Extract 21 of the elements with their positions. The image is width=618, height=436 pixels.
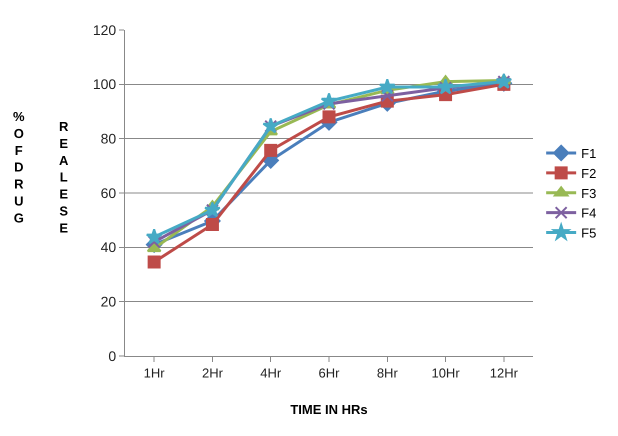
y-tick-label: 40: [100, 239, 116, 256]
x-tick-label: 1Hr: [144, 366, 166, 381]
y-tick-label: 20: [100, 294, 116, 310]
legend-label: F4: [581, 206, 596, 221]
legend-label: F3: [581, 186, 596, 201]
x-tick-label: 12Hr: [490, 366, 519, 381]
x-tick-label: 10Hr: [431, 366, 460, 381]
x-tick-label: 6Hr: [318, 366, 340, 381]
y-tick-label: 100: [92, 76, 116, 92]
legend-label: F2: [581, 166, 596, 181]
x-tick-label: 2Hr: [202, 366, 224, 381]
y-tick-label: 80: [100, 130, 116, 147]
legend-label: F1: [581, 146, 596, 162]
y-tick-label: 120: [92, 22, 116, 38]
text: % O F D R U G R E A L E S E: [13, 109, 68, 236]
y-tick-label: 0: [108, 348, 116, 364]
x-tick-label: 8Hr: [376, 366, 398, 381]
legend-label: F5: [581, 226, 596, 241]
x-axis-title: TIME IN HRs: [290, 402, 368, 418]
y-tick-label: 60: [100, 184, 116, 201]
x-tick-label: 4Hr: [260, 366, 282, 381]
